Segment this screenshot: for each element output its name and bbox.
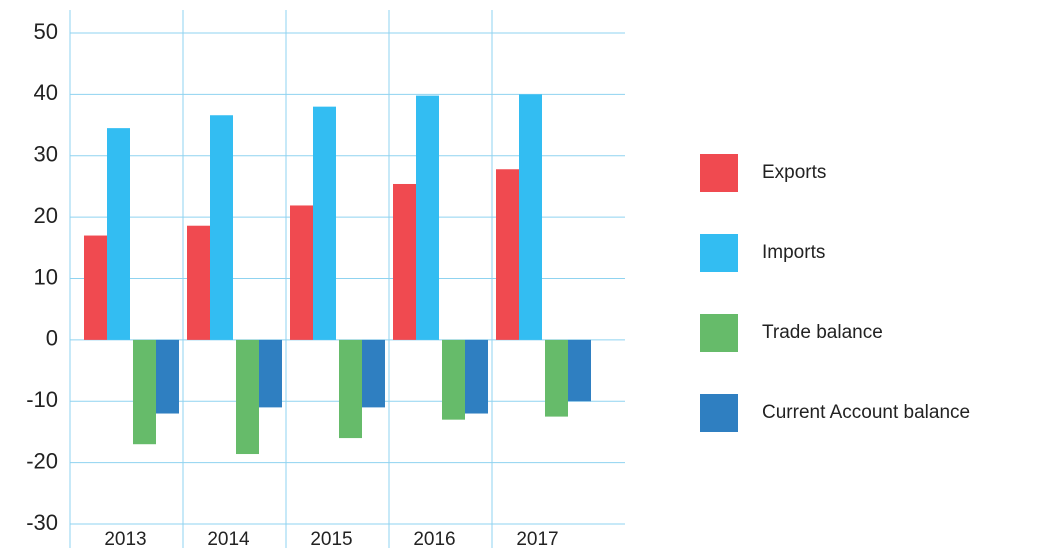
legend-swatch [700,394,738,432]
bar [568,339,591,402]
y-tick-label: 20 [34,203,58,228]
bar [393,183,416,340]
y-tick-label: 10 [34,264,58,289]
bar [210,115,233,340]
bar [259,339,282,408]
bar [313,106,336,340]
legend-label: Imports [762,242,825,263]
bar [187,225,210,340]
legend-swatch [700,154,738,192]
y-tick-label: 30 [34,142,58,167]
legend-label: Current Account balance [762,402,970,423]
bar [133,339,156,445]
y-tick-label: -10 [26,387,58,412]
y-tick-label: 0 [46,326,58,351]
legend-label: Exports [762,162,826,183]
legend-swatch [700,314,738,352]
legend-swatch [700,234,738,272]
bar [339,339,362,439]
y-tick-label: -30 [26,510,58,535]
x-tick-label: 2014 [207,529,250,548]
legend-label: Trade balance [762,322,883,343]
y-tick-label: -20 [26,448,58,473]
bar [545,339,568,417]
x-tick-label: 2016 [413,529,455,548]
y-tick-label: 40 [34,80,58,105]
bar [442,339,465,420]
bar [290,205,313,340]
bar [465,339,488,414]
bar [236,339,259,455]
bar [107,128,130,340]
bar [416,95,439,340]
y-tick-label: 50 [34,19,58,44]
x-tick-label: 2013 [104,529,146,548]
bar [519,94,542,340]
x-tick-label: 2015 [310,529,352,548]
bar [496,169,519,340]
bar [84,235,107,340]
bar [362,339,385,408]
bar [156,339,179,414]
x-tick-label: 2017 [516,529,558,548]
